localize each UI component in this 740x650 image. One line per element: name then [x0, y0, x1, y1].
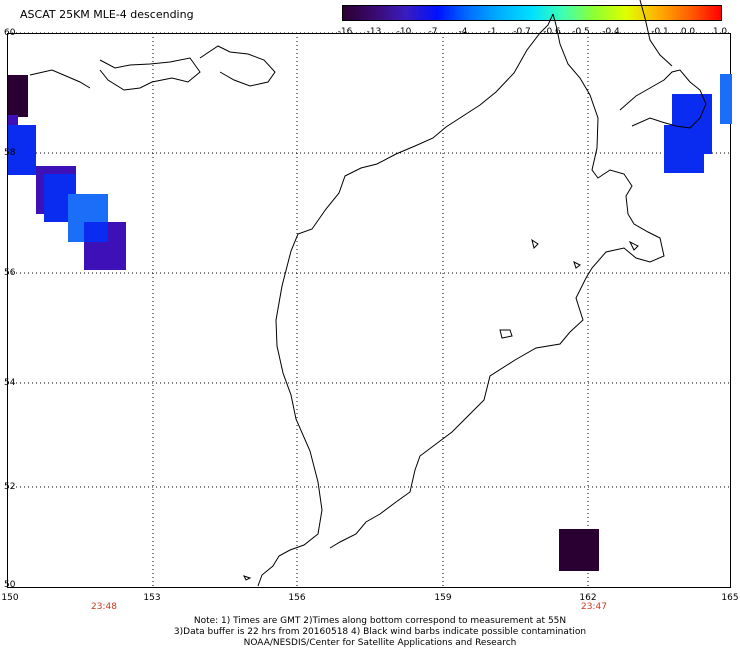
graticule — [8, 32, 730, 587]
footnotes: Note: 1) Times are GMT 2)Times along bot… — [100, 616, 660, 649]
swath-cell — [8, 125, 36, 175]
y-tick-label: 54 — [4, 378, 16, 388]
scale-label: -10 — [396, 27, 412, 37]
y-tick-label: 58 — [4, 148, 16, 158]
swath-cell — [84, 222, 108, 242]
scale-label: -0.1 — [651, 27, 669, 37]
coastline — [29, 0, 707, 587]
scale-label: -4 — [458, 27, 468, 37]
scale-label: 0.0 — [680, 27, 696, 37]
scale-label: -1 — [487, 27, 497, 37]
swath-cell — [8, 75, 28, 117]
swath-cell — [672, 94, 712, 154]
scale-label: -0.7 — [513, 27, 531, 37]
x-tick-label: 153 — [143, 593, 161, 603]
scale-label: -0.6 — [543, 27, 561, 37]
scale-label: 1.0 — [712, 27, 728, 37]
note-line: 3)Data buffer is 22 hrs from 20160518 4)… — [173, 627, 587, 637]
pass-time-label: 23:48 — [91, 602, 117, 612]
scale-label: -0.4 — [602, 27, 620, 37]
note-line: NOAA/NESDIS/Center for Satellite Applica… — [243, 638, 517, 648]
swath-cell — [8, 115, 18, 127]
color-scale-labels: -16 -13 -10 -7 -4 -1 -0.7 -0.6 -0.5 -0.4… — [330, 27, 740, 41]
pass-time-label: 23:47 — [581, 602, 607, 612]
y-tick-label: 60 — [4, 28, 16, 38]
scale-label: -16 — [337, 27, 353, 37]
scale-label: -7 — [428, 27, 438, 37]
swath-cell — [720, 74, 732, 124]
scale-label: -0.5 — [572, 27, 590, 37]
scale-label: -13 — [366, 27, 382, 37]
y-tick-label: 56 — [4, 268, 16, 278]
x-tick-label: 150 — [1, 593, 19, 603]
x-tick-label: 165 — [721, 593, 739, 603]
y-tick-label: 52 — [4, 482, 16, 492]
swath-cell — [559, 529, 599, 571]
scatterometer-swaths — [8, 74, 732, 571]
map-title: ASCAT 25KM MLE-4 descending — [20, 8, 194, 21]
x-tick-label: 156 — [288, 593, 306, 603]
x-tick-label: 162 — [579, 593, 597, 603]
y-tick-label: 50 — [4, 580, 16, 590]
x-tick-label: 159 — [434, 593, 452, 603]
color-scale-bar — [342, 5, 722, 21]
note-line: Note: 1) Times are GMT 2)Times along bot… — [193, 616, 567, 626]
